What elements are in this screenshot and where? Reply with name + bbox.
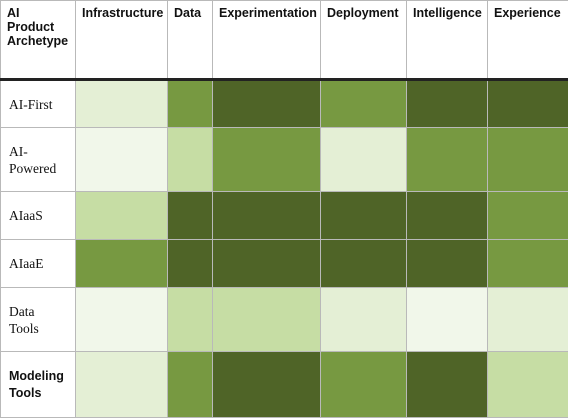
matrix-cell	[407, 128, 488, 192]
row-label-text: AI- Powered	[9, 143, 71, 177]
table-row: AIaaS	[1, 192, 568, 240]
matrix-cell	[407, 80, 488, 128]
matrix-cell	[488, 192, 568, 240]
matrix-cell	[488, 128, 568, 192]
matrix-cell	[76, 352, 168, 418]
matrix-cell	[76, 288, 168, 352]
matrix-cell	[488, 80, 568, 128]
column-header-deployment: Deployment	[321, 1, 407, 80]
matrix-cell	[213, 128, 321, 192]
matrix-cell	[168, 240, 213, 288]
column-header-experience: Experience	[488, 1, 568, 80]
matrix-cell	[168, 80, 213, 128]
matrix-cell	[321, 128, 407, 192]
column-header-experimentation: Experimentation	[213, 1, 321, 80]
matrix-cell	[321, 240, 407, 288]
column-header-intelligence: Intelligence	[407, 1, 488, 80]
row-label: AI-First	[1, 80, 76, 128]
matrix-cell	[213, 288, 321, 352]
row-label-text: Modeling Tools	[9, 368, 71, 402]
table-row: AIaaE	[1, 240, 568, 288]
matrix-cell	[168, 192, 213, 240]
matrix-cell	[213, 80, 321, 128]
matrix-cell	[407, 288, 488, 352]
row-label: Data Tools	[1, 288, 76, 352]
column-header-infrastructure: Infrastructure	[76, 1, 168, 80]
matrix-cell	[168, 288, 213, 352]
row-label-text: AIaaS	[9, 207, 71, 224]
row-label-text: Data Tools	[9, 303, 71, 337]
row-label: Modeling Tools	[1, 352, 76, 418]
matrix-cell	[213, 192, 321, 240]
table-row: Data Tools	[1, 288, 568, 352]
row-label-text: AI-First	[9, 96, 71, 113]
matrix-cell	[76, 240, 168, 288]
matrix-cell	[321, 352, 407, 418]
row-label: AI- Powered	[1, 128, 76, 192]
row-label: AIaaE	[1, 240, 76, 288]
matrix-cell	[168, 128, 213, 192]
matrix-cell	[76, 128, 168, 192]
header-row: AI Product Archetype Infrastructure Data…	[1, 1, 568, 80]
matrix-cell	[488, 352, 568, 418]
matrix-cell	[76, 80, 168, 128]
matrix-cell	[407, 240, 488, 288]
matrix-cell	[168, 352, 213, 418]
table-row: Modeling Tools	[1, 352, 568, 418]
matrix-cell	[321, 80, 407, 128]
matrix-cell	[321, 288, 407, 352]
column-header-data: Data	[168, 1, 213, 80]
matrix-cell	[407, 352, 488, 418]
matrix-cell	[213, 240, 321, 288]
matrix-cell	[76, 192, 168, 240]
table-row: AI- Powered	[1, 128, 568, 192]
matrix-cell	[213, 352, 321, 418]
matrix-cell	[321, 192, 407, 240]
row-label: AIaaS	[1, 192, 76, 240]
table-row: AI-First	[1, 80, 568, 128]
corner-header: AI Product Archetype	[1, 1, 76, 80]
matrix-cell	[407, 192, 488, 240]
matrix-cell	[488, 240, 568, 288]
matrix-cell	[488, 288, 568, 352]
row-label-text: AIaaE	[9, 255, 71, 272]
